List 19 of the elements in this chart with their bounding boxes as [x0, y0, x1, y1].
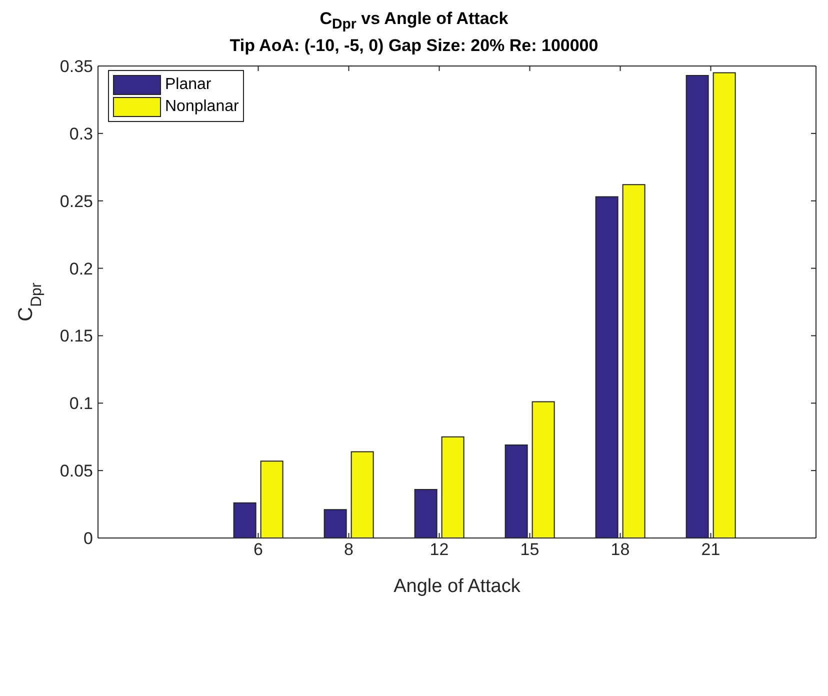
y-tick-label: 0.35	[60, 57, 93, 76]
legend-label: Nonplanar	[165, 98, 239, 116]
x-tick-label: 12	[430, 540, 449, 560]
y-tick-label: 0.05	[60, 462, 93, 481]
x-tick-label: 21	[701, 540, 720, 560]
x-axis-title: Angle of Attack	[394, 576, 521, 598]
chart-subtitle: Tip AoA: (-10, -5, 0) Gap Size: 20% Re: 100000	[228, 35, 600, 56]
y-tick-label: 0	[84, 529, 93, 548]
y-tick-label: 0.2	[69, 260, 93, 279]
y-tick-label: 0.15	[60, 327, 93, 346]
x-tick-label: 6	[254, 540, 263, 560]
x-tick-label: 8	[344, 540, 354, 560]
legend-label: Planar	[165, 76, 212, 94]
y-tick-label: 0.1	[69, 394, 93, 414]
x-tick-label: 15	[520, 540, 540, 560]
y-tick-label: 0.25	[60, 192, 93, 212]
y-tick-label: 0.3	[69, 124, 93, 144]
chart-title: C$_{Dpr}$ vs Angle of Attack	[318, 8, 510, 34]
x-tick-label: 18	[610, 540, 630, 560]
